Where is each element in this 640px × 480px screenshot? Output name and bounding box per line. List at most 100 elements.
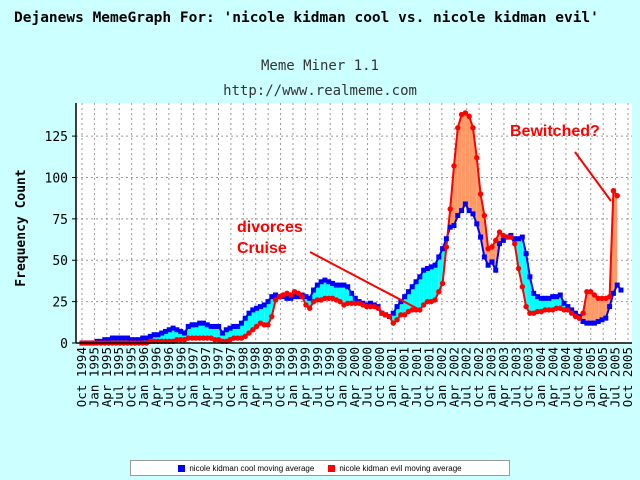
point-cool bbox=[550, 294, 556, 300]
x-tick-label: Jul 2005 bbox=[608, 347, 623, 407]
point-evil bbox=[553, 305, 560, 311]
point-cool bbox=[261, 302, 267, 308]
x-tick-label: Jan 1995 bbox=[86, 347, 101, 407]
point-evil bbox=[307, 305, 313, 311]
y-tick-label: 75 bbox=[52, 213, 68, 228]
point-evil bbox=[261, 322, 267, 328]
point-cool bbox=[326, 279, 332, 285]
point-evil bbox=[314, 297, 321, 303]
x-tick-label: Jul 1995 bbox=[111, 347, 126, 407]
point-evil bbox=[568, 310, 575, 316]
point-cool bbox=[295, 294, 301, 300]
point-cool bbox=[489, 259, 495, 265]
point-cool bbox=[599, 317, 605, 323]
x-tick-label: Oct 2003 bbox=[521, 347, 536, 407]
point-cool bbox=[288, 295, 294, 301]
point-cool bbox=[273, 292, 279, 298]
point-cool bbox=[257, 304, 263, 310]
point-evil bbox=[193, 335, 199, 341]
x-tick-label: Apr 2000 bbox=[347, 347, 362, 407]
legend-item-cool: nicole kidman cool moving average bbox=[178, 464, 314, 473]
series-fill bbox=[192, 324, 196, 339]
point-cool bbox=[500, 237, 506, 243]
point-cool bbox=[538, 295, 544, 301]
point-cool bbox=[534, 294, 540, 300]
series-fill bbox=[613, 190, 618, 294]
point-cool bbox=[197, 320, 203, 326]
point-cool bbox=[584, 320, 590, 326]
point-evil bbox=[481, 212, 488, 219]
point-cool bbox=[607, 304, 613, 310]
series-fill bbox=[419, 270, 424, 310]
point-cool bbox=[238, 320, 244, 326]
point-evil bbox=[234, 335, 241, 341]
annotation-arrow-bewitched bbox=[574, 151, 612, 202]
point-cool bbox=[330, 280, 336, 286]
point-cool bbox=[208, 323, 214, 329]
series-fill bbox=[457, 114, 462, 216]
point-cool bbox=[231, 323, 237, 329]
point-evil bbox=[565, 307, 571, 313]
point-cool bbox=[174, 327, 180, 333]
point-evil bbox=[242, 333, 248, 340]
point-cool bbox=[136, 337, 142, 343]
point-evil bbox=[231, 335, 237, 341]
point-cool bbox=[470, 211, 476, 217]
x-tick-label: Apr 1997 bbox=[198, 347, 213, 407]
point-cool bbox=[200, 320, 206, 326]
y-axis-label: Frequency Count bbox=[14, 169, 29, 286]
point-evil bbox=[546, 307, 552, 313]
point-cool bbox=[523, 251, 529, 257]
point-cool bbox=[614, 282, 620, 288]
point-cool bbox=[102, 337, 108, 343]
point-evil bbox=[363, 303, 370, 310]
point-cool bbox=[447, 224, 453, 230]
point-evil bbox=[534, 308, 541, 315]
point-cool bbox=[178, 328, 184, 334]
point-evil bbox=[595, 295, 601, 302]
series-fill bbox=[324, 280, 329, 299]
series-fill bbox=[598, 298, 603, 322]
point-cool bbox=[223, 327, 229, 333]
point-cool bbox=[151, 332, 157, 338]
point-cool bbox=[269, 294, 275, 300]
series-fill bbox=[453, 127, 458, 226]
point-evil bbox=[177, 336, 184, 343]
point-cool bbox=[212, 323, 218, 329]
point-evil bbox=[409, 307, 415, 313]
point-cool bbox=[580, 318, 586, 324]
x-tick-label: Jul 2001 bbox=[409, 347, 424, 407]
point-cool bbox=[569, 307, 575, 313]
point-cool bbox=[516, 236, 522, 242]
point-cool bbox=[462, 201, 468, 207]
point-cool bbox=[572, 310, 578, 316]
x-tick-label: Jul 1996 bbox=[161, 347, 176, 407]
point-cool bbox=[132, 337, 138, 343]
x-tick-label: Jul 1999 bbox=[310, 347, 325, 407]
point-cool bbox=[603, 315, 609, 321]
series-fill bbox=[518, 237, 523, 287]
point-cool bbox=[121, 335, 127, 341]
point-cool bbox=[170, 325, 176, 331]
point-cool bbox=[409, 284, 415, 290]
series-markers bbox=[79, 110, 624, 346]
point-evil bbox=[420, 302, 427, 308]
point-evil bbox=[504, 234, 510, 240]
point-cool bbox=[474, 221, 480, 227]
x-tick-label: Jan 2001 bbox=[384, 347, 399, 407]
x-tick-label: Oct 1999 bbox=[322, 347, 337, 407]
point-evil bbox=[561, 307, 567, 313]
point-evil bbox=[542, 307, 548, 313]
annotation-divorces: divorces bbox=[237, 219, 303, 236]
point-evil bbox=[250, 327, 256, 333]
point-cool bbox=[250, 307, 256, 313]
point-evil bbox=[303, 302, 309, 308]
point-cool bbox=[451, 222, 457, 228]
x-tick-label: Jan 2004 bbox=[533, 347, 548, 407]
point-cool bbox=[436, 254, 442, 260]
point-cool bbox=[341, 282, 347, 288]
point-cool bbox=[140, 335, 146, 341]
legend-swatch-cool bbox=[178, 464, 186, 472]
point-cool bbox=[390, 310, 396, 316]
